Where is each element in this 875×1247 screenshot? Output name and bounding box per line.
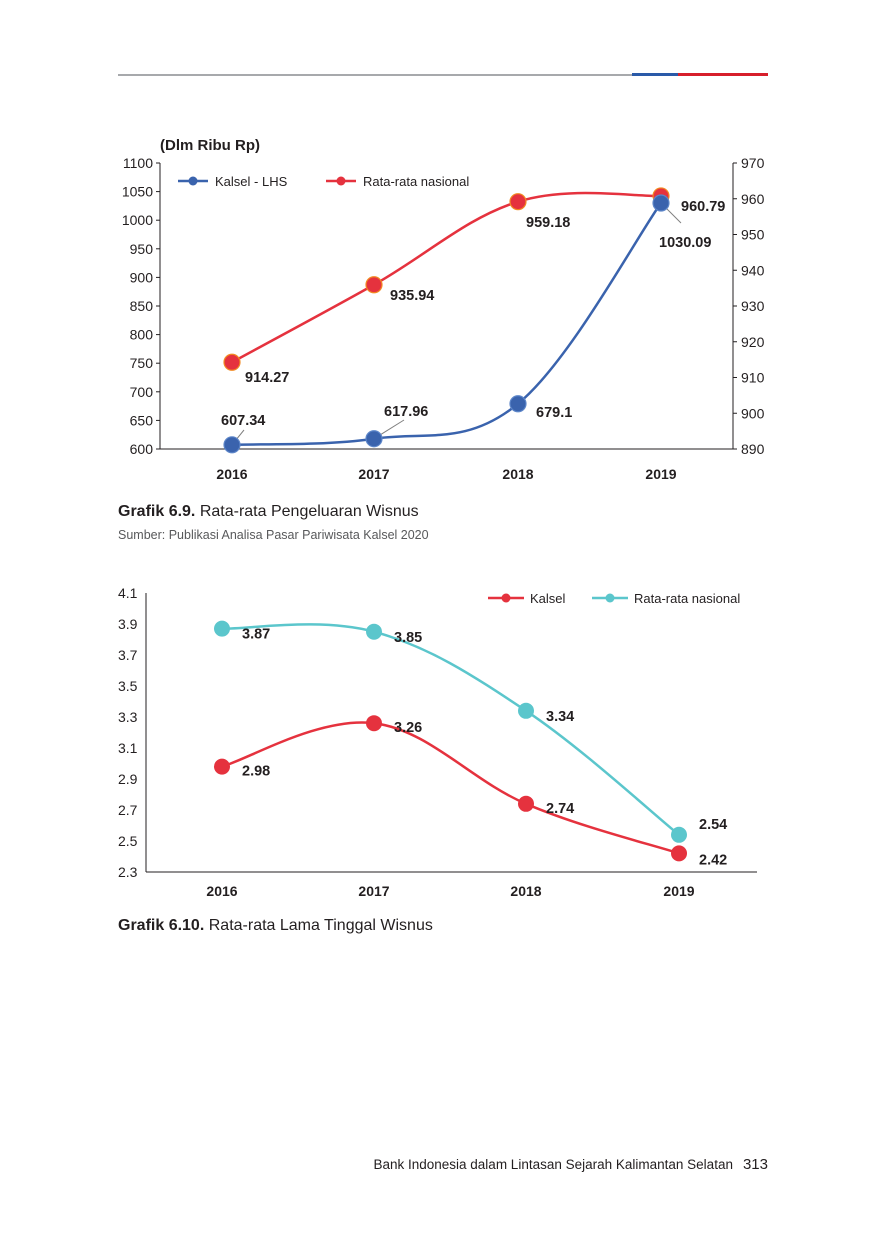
series-line: [221, 721, 680, 855]
series-line: [221, 623, 680, 836]
data-label: 960.79: [681, 199, 725, 215]
data-point: [518, 702, 534, 719]
left-tick-label: 850: [130, 298, 154, 314]
caption-text: Rata-rata Pengeluaran Wisnus: [199, 503, 419, 520]
left-tick-label: 4.1: [118, 585, 138, 601]
x-tick-label: 2018: [510, 883, 541, 899]
series-line: [231, 191, 662, 364]
data-point: [223, 353, 241, 371]
data-point: [509, 193, 527, 211]
x-tick-label: 2019: [645, 466, 676, 482]
data-label: 2.54: [699, 817, 727, 833]
left-tick-label: 2.7: [118, 802, 138, 818]
data-label: 3.34: [546, 709, 574, 725]
x-tick-label: 2019: [663, 883, 694, 899]
left-tick-label: 950: [130, 241, 154, 257]
data-label: 935.94: [390, 288, 434, 304]
data-label: 3.85: [394, 630, 422, 646]
right-tick-label: 960: [741, 191, 765, 207]
left-tick-label: 3.5: [118, 678, 138, 694]
data-point: [365, 430, 383, 448]
left-tick-label: 900: [130, 269, 154, 285]
left-tick-label: 3.1: [118, 740, 138, 756]
page-footer: Bank Indonesia dalam Lintasan Sejarah Ka…: [373, 1156, 768, 1173]
right-tick-label: 890: [741, 441, 765, 457]
data-point: [509, 395, 527, 413]
chart-pengeluaran-wisnus: (Dlm Ribu Rp) 600 650 700 750 800 850 900 950 100…: [122, 137, 765, 482]
caption-grafik-6-9: Grafik 6.9. Rata-rata Pengeluaran Wisnus: [118, 503, 419, 521]
header-rule-gray: [118, 74, 632, 76]
right-tick-label: 940: [741, 262, 765, 278]
data-label: 959.18: [526, 215, 570, 231]
left-tick-label: 2.5: [118, 833, 138, 849]
right-tick-label: 930: [741, 298, 765, 314]
data-label: 607.34: [221, 413, 265, 429]
x-tick-label: 2016: [216, 466, 247, 482]
legend-label: Kalsel: [530, 591, 566, 606]
x-tick-label: 2018: [502, 466, 533, 482]
data-point: [671, 826, 687, 843]
caption-number: Grafik 6.10.: [118, 917, 205, 934]
data-label: 3.87: [242, 627, 270, 643]
caption-number: Grafik 6.9.: [118, 503, 196, 520]
data-point: [366, 715, 382, 732]
caption-source: Sumber: Publikasi Analisa Pasar Pariwisa…: [118, 528, 429, 542]
data-point: [518, 795, 534, 812]
data-label: 679.1: [536, 405, 572, 421]
legend-marker: [336, 176, 346, 186]
left-tick-label: 750: [130, 355, 154, 371]
header-rule: [118, 73, 768, 76]
right-tick-label: 900: [741, 405, 765, 421]
caption-text: Rata-rata Lama Tinggal Wisnus: [208, 917, 433, 934]
data-point: [652, 194, 670, 212]
data-point: [671, 845, 687, 862]
page-number: 313: [742, 1156, 768, 1173]
left-tick-label: 600: [130, 441, 154, 457]
x-tick-label: 2017: [358, 466, 389, 482]
left-tick-label: 3.9: [118, 616, 138, 632]
legend-label: Rata-rata nasional: [634, 591, 740, 606]
legend-label: Rata-rata nasional: [363, 174, 469, 189]
left-tick-label: 700: [130, 384, 154, 400]
header-rule-red: [678, 73, 768, 76]
left-tick-label: 1100: [123, 155, 153, 171]
left-tick-label: 2.3: [118, 864, 138, 880]
left-tick-label: 1050: [122, 184, 153, 200]
data-label: 914.27: [245, 370, 289, 386]
legend-label: Kalsel - LHS: [215, 174, 288, 189]
x-tick-label: 2017: [358, 883, 389, 899]
data-point: [214, 758, 230, 775]
left-tick-label: 800: [130, 327, 154, 343]
data-point: [366, 623, 382, 640]
caption-grafik-6-10: Grafik 6.10. Rata-rata Lama Tinggal Wisn…: [118, 917, 433, 935]
left-tick-label: 2.9: [118, 771, 138, 787]
data-point: [365, 276, 383, 294]
right-tick-label: 950: [741, 227, 765, 243]
legend-marker: [188, 176, 198, 186]
y-axis-label: (Dlm Ribu Rp): [160, 137, 260, 154]
left-tick-label: 3.7: [118, 647, 138, 663]
left-tick-label: 1000: [122, 212, 153, 228]
left-tick-label: 650: [130, 412, 154, 428]
data-label: 2.74: [546, 801, 574, 817]
series-line: [231, 202, 663, 447]
legend-marker: [501, 593, 511, 603]
legend-marker: [605, 593, 615, 603]
right-tick-label: 970: [741, 155, 765, 171]
x-tick-label: 2016: [206, 883, 237, 899]
data-label: 1030.09: [659, 235, 711, 251]
left-tick-label: 3.3: [118, 709, 138, 725]
right-tick-label: 910: [741, 370, 765, 386]
data-label: 2.98: [242, 764, 270, 780]
data-label: 617.96: [384, 404, 428, 420]
footer-text: Bank Indonesia dalam Lintasan Sejarah Ka…: [373, 1157, 733, 1172]
data-label: 3.26: [394, 720, 422, 736]
data-point: [214, 620, 230, 637]
chart-lama-tinggal-wisnus: 2.3 2.5 2.7 2.9 3.1 3.3 3.5 3.7 3.9 4.1 2016 2017 20…: [118, 585, 757, 899]
data-label: 2.42: [699, 852, 727, 868]
data-point: [223, 436, 241, 454]
header-rule-blue: [632, 73, 678, 76]
right-tick-label: 920: [741, 334, 765, 350]
